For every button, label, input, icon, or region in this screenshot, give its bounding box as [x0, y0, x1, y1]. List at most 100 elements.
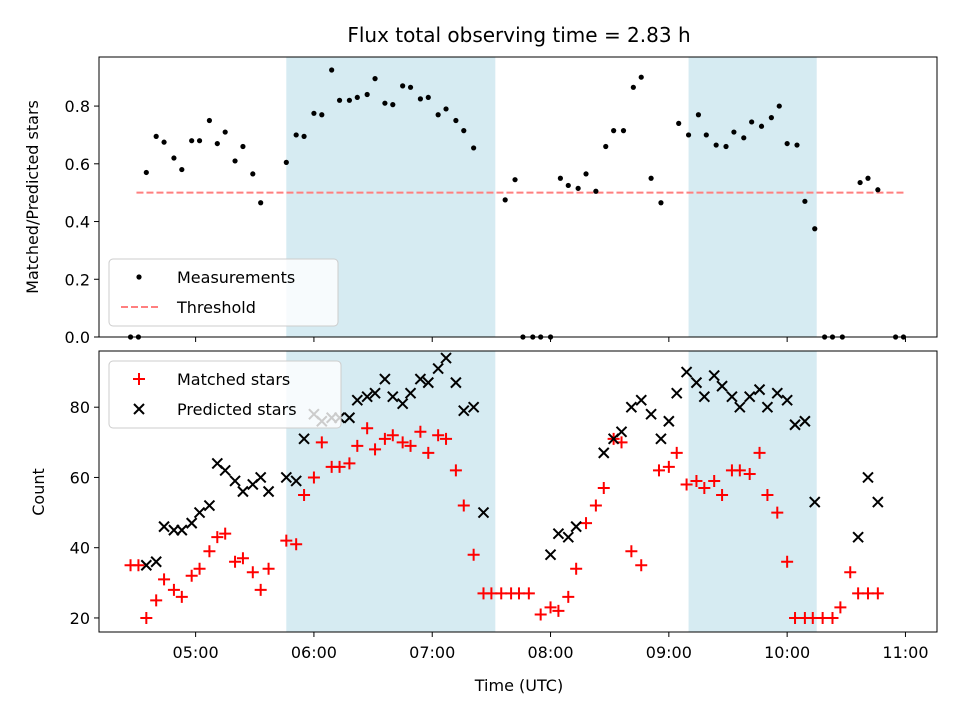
measurement-point — [741, 135, 747, 141]
measurement-point — [214, 140, 220, 147]
measurement-point — [354, 94, 360, 101]
measurement-point — [329, 67, 335, 73]
predicted-stars-point — [229, 475, 241, 487]
predicted-stars-point — [262, 485, 275, 498]
predicted-stars-point — [343, 412, 356, 424]
matched-stars-point — [771, 506, 784, 519]
x-tick-label: 08:00 — [527, 643, 573, 662]
measurement-point — [382, 100, 388, 106]
measurement-point — [453, 117, 459, 124]
measurement-point — [161, 139, 167, 145]
matched-stars-point — [534, 608, 547, 621]
legend-matched-label: Matched stars — [177, 370, 290, 389]
measurement-point — [400, 83, 406, 89]
matched-stars-point — [158, 573, 171, 586]
measurement-point — [435, 112, 441, 118]
measurement-point — [648, 175, 654, 181]
bottom-y-tick-label: 40 — [70, 539, 90, 558]
measurement-point — [443, 106, 449, 112]
predicted-stars-point — [458, 405, 470, 417]
matched-stars-point — [597, 481, 610, 494]
top-x-ticks — [195, 337, 906, 342]
measurement-point — [143, 169, 149, 176]
predicted-stars-point — [404, 387, 417, 399]
predicted-stars-point — [150, 556, 162, 568]
top-panel: 0.00.20.40.60.8 Matched/Predicted stars … — [23, 56, 938, 347]
matched-stars-point — [589, 499, 602, 512]
measurement-point — [512, 177, 518, 183]
predicted-stars-point — [432, 362, 444, 375]
measurement-point — [865, 175, 871, 181]
measurement-point — [638, 74, 644, 80]
measurement-point — [557, 175, 563, 181]
matched-stars-point — [708, 474, 721, 487]
matched-stars-point — [229, 555, 242, 568]
measurement-point — [250, 171, 256, 177]
predicted-stars-point — [698, 390, 711, 403]
measurement-point — [407, 84, 414, 90]
measurement-point — [723, 143, 729, 150]
top-legend-frame — [108, 258, 339, 327]
predicted-stars-point — [298, 433, 310, 445]
measurement-point — [196, 138, 203, 144]
matched-stars-point — [386, 429, 399, 442]
predicted-stars-point — [185, 517, 198, 529]
predicted-stars-point — [176, 524, 188, 536]
predicted-stars-point — [726, 390, 738, 403]
predicted-stars-point — [645, 408, 657, 420]
predicted-stars-point — [872, 496, 884, 508]
predicted-stars-point — [440, 352, 452, 364]
bottom-x-ticks: 05:00 06:00 07:00 08:00 09:00 10:00 11:00 — [173, 632, 929, 662]
predicted-stars-point — [254, 471, 267, 484]
measurement-point — [417, 96, 423, 102]
measurement-point — [425, 94, 431, 101]
measurement-point — [776, 103, 782, 109]
bottom-legend-frame — [108, 360, 342, 429]
measurement-point — [189, 138, 195, 144]
shaded-interval-2 — [688, 57, 817, 337]
measurement-point — [283, 159, 289, 165]
measurement-point — [802, 198, 808, 204]
legend-predicted-marker — [133, 403, 145, 415]
matched-stars-point — [432, 429, 445, 442]
measurement-point — [620, 128, 627, 134]
matched-stars-point — [298, 489, 311, 502]
predicted-stars-point — [635, 394, 647, 406]
predicted-stars-point — [552, 527, 565, 540]
top-legend: Measurements Threshold — [108, 258, 339, 327]
measurement-point — [471, 145, 477, 151]
matched-stars-point — [343, 457, 356, 470]
measurement-point — [301, 133, 307, 139]
matched-stars-point — [193, 562, 206, 575]
bottom-y-tick-label: 80 — [70, 398, 90, 417]
matched-stars-point — [211, 531, 224, 544]
x-tick-label: 11:00 — [882, 643, 928, 662]
matched-stars-point — [652, 464, 665, 477]
matched-stars-point — [698, 481, 711, 494]
matched-stars-point — [544, 601, 557, 614]
predicted-stars-point — [734, 401, 746, 413]
predicted-stars-point — [280, 471, 293, 484]
matched-stars-point — [743, 467, 756, 480]
predicted-stars-point — [450, 376, 462, 389]
predicted-stars-point — [361, 390, 373, 403]
matched-stars-point — [716, 489, 729, 502]
matched-stars-point — [422, 446, 435, 459]
top-axes-frame — [98, 56, 938, 338]
predicted-stars-point — [387, 390, 399, 403]
measurement-point — [857, 179, 863, 186]
predicted-stars-point — [598, 447, 610, 459]
matched-stars-point — [690, 474, 703, 487]
measurement-point — [232, 158, 238, 164]
predicted-stars-point — [799, 415, 811, 427]
matched-stars-point — [290, 538, 303, 551]
x-axis-label: Time (UTC) — [474, 676, 563, 695]
top-y-tick-label: 0.8 — [65, 97, 90, 116]
legend-measurements-label: Measurements — [177, 268, 295, 287]
predicted-stars-point — [544, 549, 557, 561]
matched-stars-point — [440, 432, 453, 445]
predicted-stars-point — [708, 369, 720, 382]
matched-stars-point — [733, 464, 746, 477]
measurement-point — [685, 132, 692, 138]
bottom-y-ticks: 20 40 60 80 — [70, 398, 99, 628]
